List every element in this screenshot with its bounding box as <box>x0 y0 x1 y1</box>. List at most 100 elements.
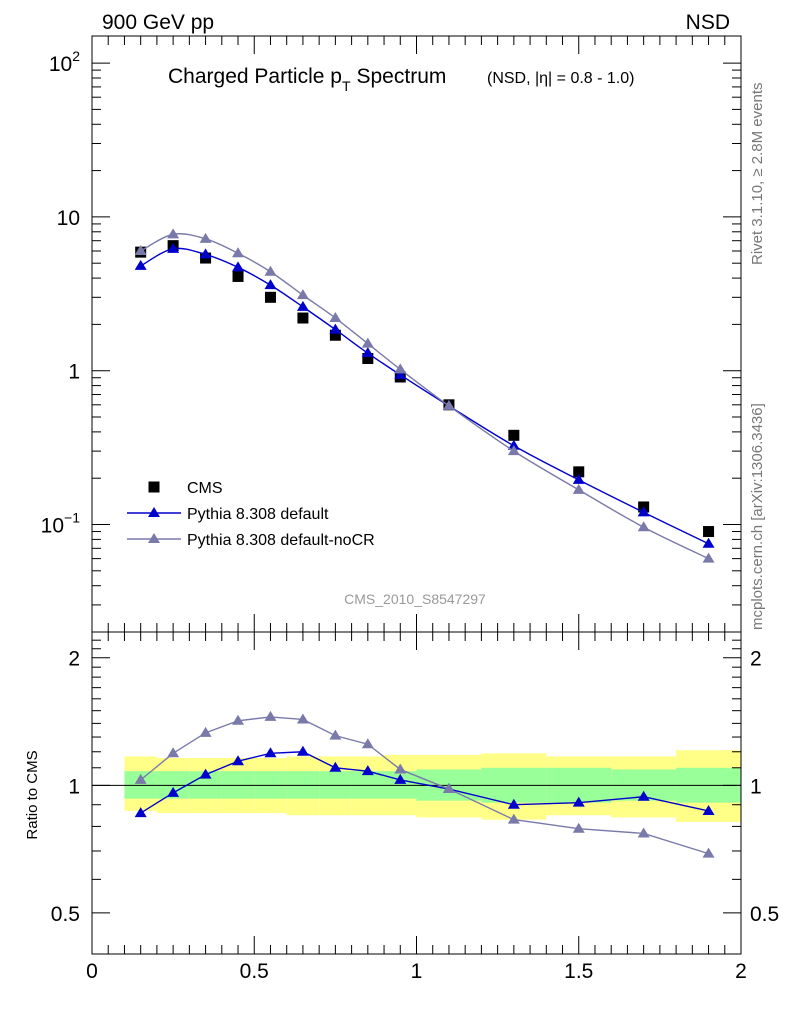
data-point-triangle <box>199 726 212 737</box>
data-point-triangle <box>394 368 407 379</box>
header-right-label: NSD <box>686 11 730 34</box>
legend-label: Pythia 8.308 default-noCR <box>187 532 375 549</box>
data-point-triangle <box>702 804 715 815</box>
data-point-triangle <box>199 768 212 779</box>
main-y-tick-label: 1 <box>68 361 80 384</box>
ratio-y-tick-label-left: 0.5 <box>51 903 80 926</box>
ratio-series-0 <box>134 745 715 818</box>
main-y-tick-exponent: 2 <box>72 48 80 64</box>
data-point-triangle <box>134 773 147 784</box>
rivet-label: Rivet 3.1.10, ≥ 2.8M events <box>749 83 766 266</box>
data-point-triangle <box>199 248 212 259</box>
data-point-triangle <box>296 289 309 300</box>
data-point-triangle <box>232 755 245 766</box>
ratio-y-tick-label-left: 1 <box>68 775 80 798</box>
data-point-triangle <box>134 259 147 270</box>
legend-item: Pythia 8.308 default-noCR <box>127 532 375 549</box>
data-point-triangle <box>507 445 520 456</box>
ratio-y-tick-label-right: 2 <box>750 648 762 671</box>
data-point-triangle <box>361 347 374 358</box>
data-point-square <box>703 526 715 538</box>
side-label-rivet: Rivet 3.1.10, ≥ 2.8M events <box>749 83 766 266</box>
main-axis-ticks <box>91 36 742 633</box>
legend-item: CMS <box>148 480 223 497</box>
legend-item: Pythia 8.308 default <box>127 506 329 523</box>
data-point-triangle <box>702 552 715 563</box>
main-y-tick-base: 10 <box>49 53 72 76</box>
data-point-triangle <box>394 773 407 784</box>
data-point-triangle <box>148 533 160 543</box>
data-point-triangle <box>264 265 277 276</box>
ratio-y-tick-label-left: 2 <box>68 648 80 671</box>
data-point-triangle <box>167 242 180 253</box>
data-point-square <box>329 329 341 341</box>
data-point-triangle <box>394 363 407 374</box>
legend-label: Pythia 8.308 default <box>187 506 329 523</box>
chart-title-main: Charged Particle p <box>168 65 342 88</box>
data-point-triangle <box>232 261 245 272</box>
chart-title: Charged Particle pT Spectrum <box>168 65 446 94</box>
ratio-y-tick-label-right: 0.5 <box>750 903 779 926</box>
main-y-tick-label: 10 <box>57 207 80 230</box>
data-point-triangle <box>361 765 374 776</box>
data-point-triangle <box>637 827 650 838</box>
data-point-triangle <box>572 483 585 494</box>
chart-title-suffix: Spectrum <box>357 65 447 88</box>
ratio-ylabel: Ratio to CMS <box>24 750 41 839</box>
data-point-triangle <box>167 747 180 758</box>
data-point-square <box>573 466 585 478</box>
x-tick-label: 0 <box>86 960 98 983</box>
data-point-square <box>148 481 160 493</box>
data-point-triangle <box>329 729 342 740</box>
data-point-triangle <box>637 521 650 532</box>
data-point-triangle <box>167 786 180 797</box>
x-tick-label: 2 <box>735 960 747 983</box>
x-tick-label: 1.5 <box>564 960 593 983</box>
main-y-tick-base: 1 <box>68 361 80 384</box>
data-point-triangle <box>572 822 585 833</box>
data-point-triangle <box>296 745 309 756</box>
data-point-triangle <box>637 506 650 517</box>
data-point-triangle <box>167 228 180 239</box>
ratio-y-tick-label-right: 1 <box>750 775 762 798</box>
data-point-triangle <box>507 813 520 824</box>
ratio-series-1 <box>134 710 715 858</box>
main-y-tick-label: 10−1 <box>41 509 81 537</box>
data-point-triangle <box>296 300 309 311</box>
data-point-square <box>362 353 374 365</box>
data-point-triangle <box>264 710 277 721</box>
main-series-2 <box>134 228 715 563</box>
data-point-triangle <box>442 399 455 410</box>
data-point-triangle <box>361 337 374 348</box>
x-tick-labels: 0 0.5 1 1.5 2 <box>86 960 747 983</box>
main-y-tick-exponent: −1 <box>64 509 80 525</box>
ratio-series-group <box>134 710 715 858</box>
data-point-triangle <box>264 279 277 290</box>
legend-label: CMS <box>187 480 223 497</box>
x-tick-label: 1 <box>411 960 423 983</box>
data-point-triangle <box>637 790 650 801</box>
data-point-triangle <box>264 747 277 758</box>
main-y-tick-label: 102 <box>49 48 80 76</box>
main-series-1 <box>134 242 715 548</box>
data-point-triangle <box>134 807 147 818</box>
ratio-ylabel-group: Ratio to CMS <box>24 750 41 839</box>
ratio-y-tick-labels: 2 2 1 1 0.5 0.5 <box>51 648 779 926</box>
data-point-triangle <box>702 847 715 858</box>
chart-subtitle: (NSD, |η| = 0.8 - 1.0) <box>487 70 634 87</box>
header-left-label: 900 GeV pp <box>102 11 214 34</box>
main-series-line <box>140 247 709 545</box>
data-point-triangle <box>232 714 245 725</box>
side-label-mcplots: mcplots.cern.ch [arXiv:1306.3436] <box>749 403 766 630</box>
data-point-triangle <box>702 537 715 548</box>
data-point-triangle <box>572 473 585 484</box>
data-point-square <box>264 291 276 303</box>
main-y-tick-base: 10 <box>41 514 64 537</box>
data-point-square <box>508 429 520 441</box>
main-series-group <box>134 228 715 563</box>
ratio-axis-ticks <box>91 631 742 955</box>
data-point-triangle <box>394 763 407 774</box>
